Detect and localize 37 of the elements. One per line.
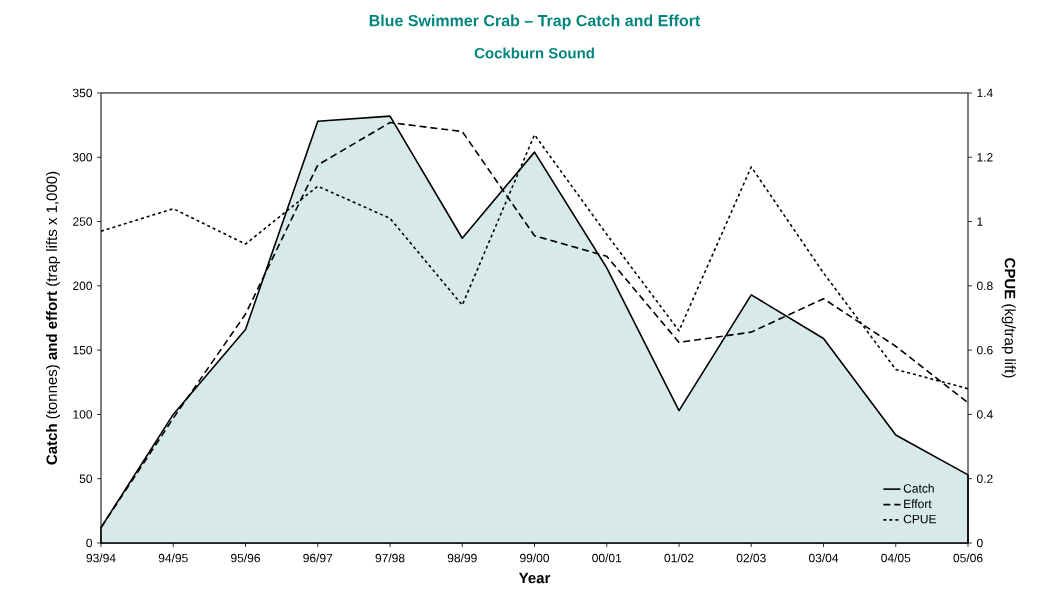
y-tick-label: 0 bbox=[86, 538, 93, 548]
x-tick-label: 97/98 bbox=[375, 553, 405, 563]
y-axis-title: Catch (tonnes) and effort (trap lifts x 1,000) bbox=[46, 171, 60, 465]
y-tick-label: 350 bbox=[72, 88, 93, 98]
x-tick-label: 02/03 bbox=[736, 553, 766, 563]
x-tick-label: 98/99 bbox=[447, 553, 477, 563]
x-tick-label: 03/04 bbox=[808, 553, 839, 563]
x-tick-label: 05/06 bbox=[953, 553, 983, 563]
y2-tick-label: 1.2 bbox=[977, 153, 993, 162]
legend-label: Effort bbox=[904, 499, 932, 509]
y2-tick-label: 0.6 bbox=[976, 345, 993, 355]
y2-tick-label: 0.4 bbox=[976, 410, 993, 419]
y-tick-label: 50 bbox=[79, 474, 93, 483]
x-tick-label: 95/96 bbox=[231, 553, 260, 563]
x-tick-label: 99/00 bbox=[520, 553, 550, 563]
x-axis-title: Year bbox=[518, 572, 551, 584]
legend-label: Catch bbox=[903, 483, 934, 493]
x-tick-label: 04/05 bbox=[881, 553, 911, 563]
y-tick-label: 200 bbox=[73, 281, 93, 291]
y-tick-label: 300 bbox=[72, 153, 93, 162]
x-tick-label: 96/97 bbox=[303, 553, 333, 563]
x-tick-label: 94/95 bbox=[158, 553, 188, 563]
x-tick-label: 93/94 bbox=[86, 553, 116, 563]
y-tick-label: 250 bbox=[73, 217, 93, 226]
y2-tick-label: 0.2 bbox=[976, 474, 993, 483]
y2-tick-label: 1 bbox=[977, 217, 983, 226]
legend-label: CPUE bbox=[903, 514, 936, 524]
y-tick-label: 150 bbox=[73, 345, 93, 355]
y2-tick-label: 1.4 bbox=[977, 88, 993, 98]
x-tick-label: 00/01 bbox=[592, 553, 622, 563]
y2-tick-label: 0 bbox=[976, 538, 983, 548]
y2-tick-label: 0.8 bbox=[976, 281, 993, 291]
y2-axis-title: CPUE (kg/trap lift) bbox=[1001, 258, 1016, 378]
x-tick-label: 01/02 bbox=[664, 553, 694, 563]
chart-title: Blue Swimmer Crab – Trap Catch and Effort bbox=[369, 14, 701, 30]
y-tick-label: 100 bbox=[73, 410, 93, 419]
chart-subtitle: Cockburn Sound bbox=[474, 47, 594, 59]
